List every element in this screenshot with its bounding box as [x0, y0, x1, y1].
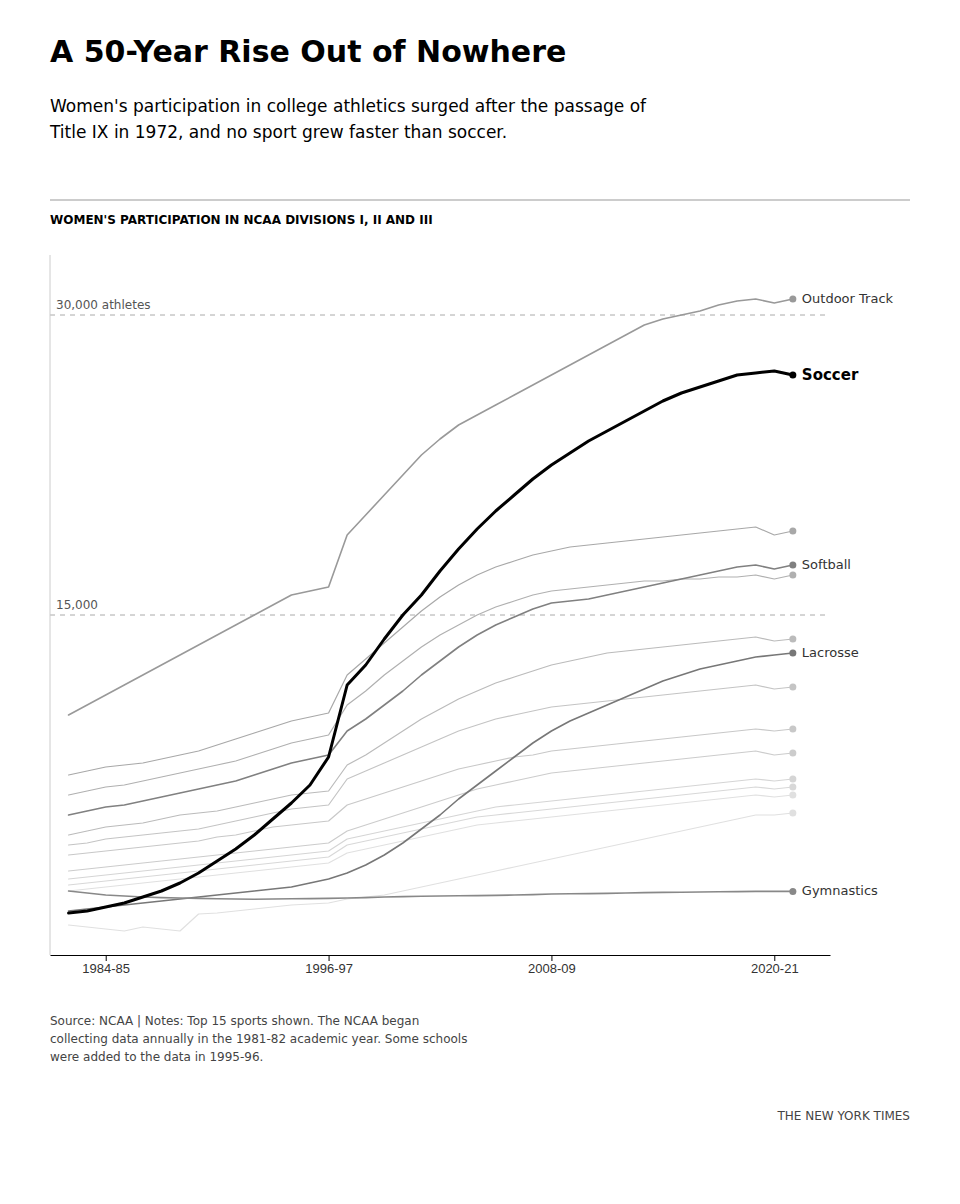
y-tick-label: 15,000: [56, 598, 98, 612]
x-tick-mark: [106, 955, 107, 961]
subtitle-line: Women's participation in college athleti…: [50, 96, 647, 116]
end-dot: [789, 888, 796, 895]
series-line: [69, 653, 793, 911]
x-tick: 2020-21: [751, 955, 799, 976]
source-line: Source: NCAA | Notes: Top 15 sports show…: [50, 1014, 419, 1028]
title: A 50-Year Rise Out of Nowhere: [50, 34, 566, 69]
end-dot: [789, 296, 796, 303]
y-tick-label: 30,000 athletes: [56, 298, 151, 312]
series-line: [69, 299, 793, 715]
y-gridline: [50, 615, 830, 616]
series-line: [69, 787, 793, 885]
x-tick-mark: [551, 955, 552, 961]
y-axis-line: [50, 255, 51, 955]
x-tick-label: 2008-09: [528, 961, 576, 976]
end-dot: [789, 528, 796, 535]
end-dot: [789, 726, 796, 733]
x-axis: 1984-85 1996-97 2008-09 2020-21: [51, 955, 831, 976]
credit: THE NEW YORK TIMES: [776, 1109, 910, 1123]
source: Source: NCAA | Notes: Top 15 sports show…: [50, 1014, 467, 1064]
end-dot: [789, 562, 796, 569]
x-tick: 1996-97: [305, 955, 353, 976]
series-label: Soccer: [802, 366, 859, 384]
series-line: [69, 575, 793, 795]
x-tick-label: 1996-97: [305, 961, 353, 976]
x-tick-mark: [329, 955, 330, 961]
end-dot: [789, 750, 796, 757]
series-line: [69, 565, 793, 815]
series-line: [69, 637, 793, 835]
subtitle: Women's participation in college athleti…: [49, 96, 647, 142]
subtitle-line: Title IX in 1972, and no sport grew fast…: [49, 122, 507, 142]
series-line: [69, 751, 793, 871]
end-dot: [789, 784, 796, 791]
x-axis-line: [51, 955, 831, 956]
plot-area: [69, 296, 797, 932]
end-dot: [789, 684, 796, 691]
chart: A 50-Year Rise Out of Nowhere Women's par…: [0, 0, 960, 1204]
end-dot: [789, 572, 796, 579]
series-line: [69, 527, 793, 775]
source-line: collecting data annually in the 1981-82 …: [50, 1032, 467, 1046]
x-tick-label: 1984-85: [82, 961, 130, 976]
end-dot: [789, 372, 796, 379]
end-dot: [789, 792, 796, 799]
end-dot: [789, 810, 796, 817]
series-line: [69, 371, 793, 913]
series-line: [69, 891, 793, 899]
end-dot: [789, 776, 796, 783]
source-line: were added to the data in 1995-96.: [50, 1050, 263, 1064]
x-tick-label: 2020-21: [751, 961, 799, 976]
series-label: Outdoor Track: [802, 291, 894, 306]
series-line: [69, 729, 793, 855]
end-dot: [789, 650, 796, 657]
series-label: Gymnastics: [802, 883, 878, 898]
x-tick-mark: [774, 955, 775, 961]
x-tick: 2008-09: [528, 955, 576, 976]
series-label: Lacrosse: [802, 645, 859, 660]
section-label: WOMEN'S PARTICIPATION IN NCAA DIVISIONS …: [50, 213, 433, 227]
separator: [50, 199, 910, 201]
series-label: Softball: [802, 557, 851, 572]
end-dot: [789, 636, 796, 643]
y-gridline: [50, 315, 830, 316]
x-tick: 1984-85: [82, 955, 130, 976]
